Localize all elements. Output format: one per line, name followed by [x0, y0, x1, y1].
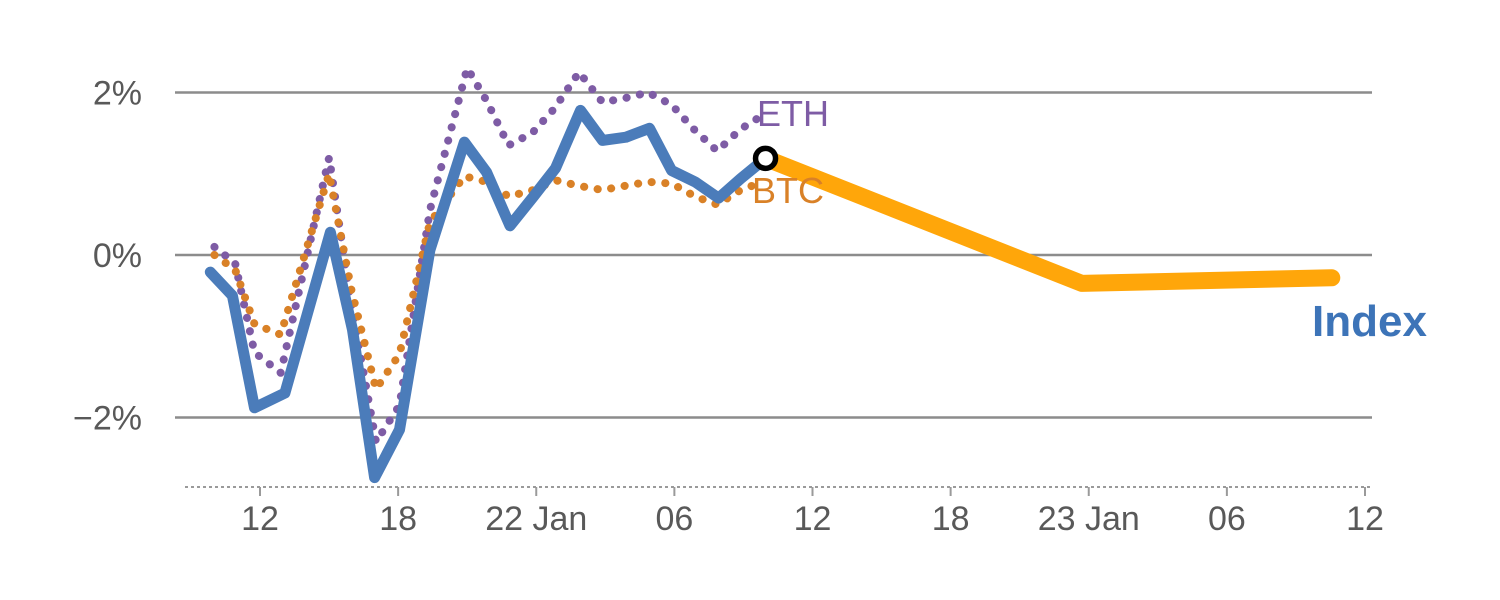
x-tick-label: 12 — [241, 500, 279, 538]
x-tick-label: 18 — [932, 500, 970, 538]
series-line-index-forecast — [757, 149, 1341, 292]
series-label-btc: BTC — [752, 170, 824, 211]
x-tick-label: 18 — [379, 500, 417, 538]
forecast-start-marker — [752, 145, 779, 172]
x-tick-label: 12 — [794, 500, 832, 538]
x-tick-label: 22 Jan — [485, 500, 587, 538]
x-tick-label: 06 — [1208, 500, 1246, 538]
x-tick-label: 23 Jan — [1038, 500, 1140, 538]
series-label-eth: ETH — [757, 93, 829, 134]
series-line-btc — [210, 169, 767, 394]
x-tick-label: 06 — [655, 500, 693, 538]
series-line-index — [204, 104, 771, 484]
series-label-index: Index — [1312, 297, 1427, 346]
y-tick-label: 2% — [93, 75, 142, 113]
x-tick-label: 12 — [1346, 500, 1384, 538]
y-tick-label: −2% — [73, 400, 142, 438]
y-tick-label: 0% — [93, 237, 142, 275]
